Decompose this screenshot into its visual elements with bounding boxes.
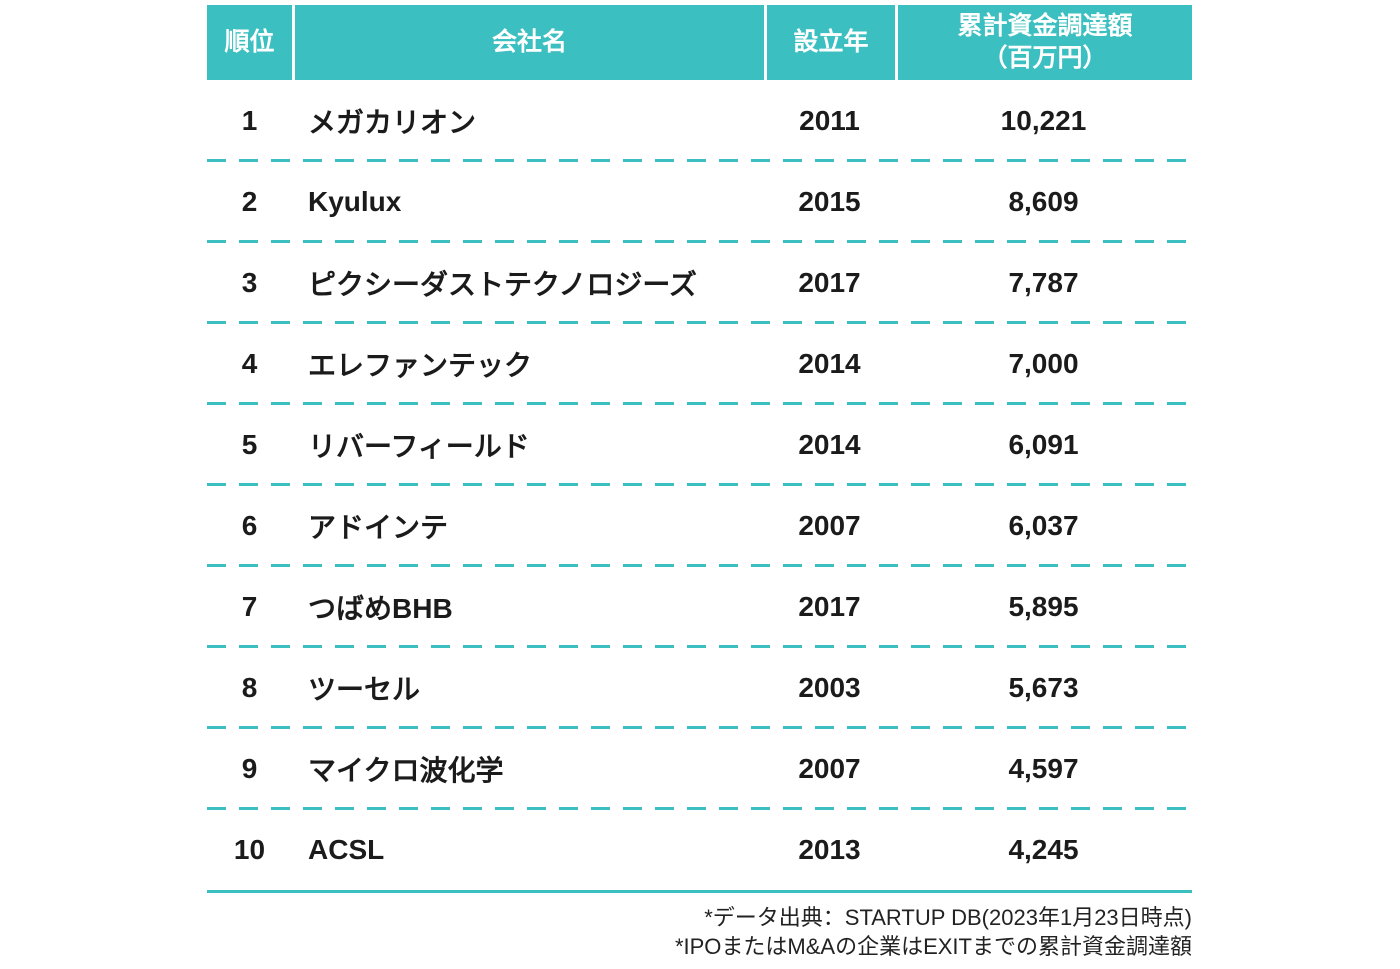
rank-cell: 9	[241, 752, 258, 784]
funding-cell: 7,000	[1008, 347, 1079, 379]
year-cell: 2011	[799, 104, 860, 136]
year-cell: 2014	[798, 428, 861, 460]
rank-cell: 3	[241, 266, 258, 298]
rank-cell: 1	[241, 104, 258, 136]
table-header-row: 順位 会社名 設立年 累計資金調達額 （百万円）	[207, 5, 1192, 80]
rank-cell: 8	[241, 671, 258, 703]
header-rank: 順位	[207, 5, 292, 80]
header-company: 会社名	[292, 5, 764, 80]
company-cell: アドインテ	[308, 511, 449, 543]
footer-note-source: *データ出典：STARTUP DB(2023年1月23日時点)	[704, 905, 1192, 930]
table-row: 9 マイクロ波化学 2007 4,597	[207, 728, 1192, 810]
header-funding: 累計資金調達額 （百万円）	[895, 5, 1192, 80]
company-cell: メガカリオン	[308, 106, 477, 138]
company-cell: リバーフィールド	[308, 430, 530, 462]
company-cell: ACSL	[308, 833, 385, 865]
rank-cell: 6	[241, 509, 258, 541]
year-cell: 2007	[798, 752, 861, 784]
header-funding-label-line1: 累計資金調達額	[957, 12, 1133, 41]
year-cell: 2017	[798, 590, 861, 622]
funding-cell: 5,673	[1008, 671, 1079, 703]
footer-notes: *データ出典：STARTUP DB(2023年1月23日時点) *IPOまたはM…	[207, 903, 1192, 961]
funding-cell: 4,245	[1008, 833, 1079, 865]
table-row: 8 ツーセル 2003 5,673	[207, 647, 1192, 729]
funding-cell: 10,221	[1000, 104, 1087, 136]
company-cell: つばめBHB	[308, 592, 453, 624]
footer-note-exit: *IPOまたはM&Aの企業はEXITまでの累計資金調達額	[674, 934, 1192, 959]
funding-cell: 6,091	[1008, 428, 1079, 460]
table-row: 10 ACSL 2013 4,245	[207, 809, 1192, 890]
funding-cell: 4,597	[1008, 752, 1079, 784]
rank-cell: 4	[241, 347, 258, 379]
header-funding-label: 累計資金調達額 （百万円）	[957, 11, 1132, 74]
table-row: 5 リバーフィールド 2014 6,091	[207, 404, 1192, 486]
company-cell: エレファンテック	[308, 349, 533, 381]
company-cell: ピクシーダストテクノロジーズ	[308, 268, 697, 300]
year-cell: 2015	[798, 185, 861, 217]
year-cell: 2014	[798, 347, 861, 379]
rank-cell: 7	[241, 590, 258, 622]
rank-cell: 5	[241, 428, 258, 460]
funding-ranking-table: 順位 会社名 設立年 累計資金調達額 （百万円） 1 メガカリオン 2011 1…	[207, 5, 1192, 961]
table-row: 7 つばめBHB 2017 5,895	[207, 566, 1192, 648]
rank-cell: 2	[241, 185, 258, 217]
funding-cell: 5,895	[1008, 590, 1079, 622]
company-cell: マイクロ波化学	[308, 754, 504, 786]
header-company-label: 会社名	[491, 27, 567, 56]
company-cell: ツーセル	[308, 673, 421, 705]
header-year: 設立年	[764, 5, 895, 80]
year-cell: 2013	[798, 833, 861, 865]
funding-cell: 6,037	[1008, 509, 1079, 541]
funding-cell: 7,787	[1008, 266, 1079, 298]
table-row: 3 ピクシーダストテクノロジーズ 2017 7,787	[207, 242, 1192, 324]
rank-cell: 10	[233, 833, 266, 865]
table-bottom-rule	[207, 890, 1192, 893]
table-row: 6 アドインテ 2007 6,037	[207, 485, 1192, 567]
year-cell: 2003	[798, 671, 861, 703]
header-year-label: 設立年	[793, 27, 869, 56]
funding-cell: 8,609	[1008, 185, 1079, 217]
header-rank-label: 順位	[224, 27, 275, 56]
company-cell: Kyulux	[308, 185, 402, 217]
table-row: 1 メガカリオン 2011 10,221	[207, 80, 1192, 162]
year-cell: 2017	[798, 266, 861, 298]
header-funding-label-line2: （百万円）	[982, 43, 1108, 72]
table-body: 1 メガカリオン 2011 10,221 2 Kyulux 2015 8,609…	[207, 80, 1192, 890]
table-row: 2 Kyulux 2015 8,609	[207, 161, 1192, 243]
table-row: 4 エレファンテック 2014 7,000	[207, 323, 1192, 405]
year-cell: 2007	[798, 509, 861, 541]
